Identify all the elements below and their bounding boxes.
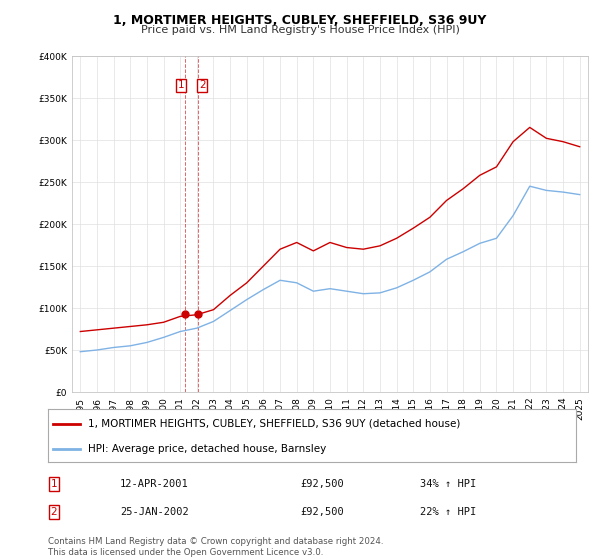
Text: 12-APR-2001: 12-APR-2001 (120, 479, 189, 489)
Text: 22% ↑ HPI: 22% ↑ HPI (420, 507, 476, 517)
Text: 1: 1 (178, 81, 184, 90)
Text: 25-JAN-2002: 25-JAN-2002 (120, 507, 189, 517)
Text: This data is licensed under the Open Government Licence v3.0.: This data is licensed under the Open Gov… (48, 548, 323, 557)
Text: 2: 2 (199, 81, 205, 90)
Text: 1: 1 (50, 479, 58, 489)
Text: £92,500: £92,500 (300, 479, 344, 489)
Text: £92,500: £92,500 (300, 507, 344, 517)
Text: 1, MORTIMER HEIGHTS, CUBLEY, SHEFFIELD, S36 9UY (detached house): 1, MORTIMER HEIGHTS, CUBLEY, SHEFFIELD, … (88, 419, 460, 429)
Text: 34% ↑ HPI: 34% ↑ HPI (420, 479, 476, 489)
Text: HPI: Average price, detached house, Barnsley: HPI: Average price, detached house, Barn… (88, 444, 326, 454)
Text: 1, MORTIMER HEIGHTS, CUBLEY, SHEFFIELD, S36 9UY: 1, MORTIMER HEIGHTS, CUBLEY, SHEFFIELD, … (113, 14, 487, 27)
Text: 2: 2 (50, 507, 58, 517)
Text: Contains HM Land Registry data © Crown copyright and database right 2024.: Contains HM Land Registry data © Crown c… (48, 537, 383, 546)
Text: Price paid vs. HM Land Registry's House Price Index (HPI): Price paid vs. HM Land Registry's House … (140, 25, 460, 35)
